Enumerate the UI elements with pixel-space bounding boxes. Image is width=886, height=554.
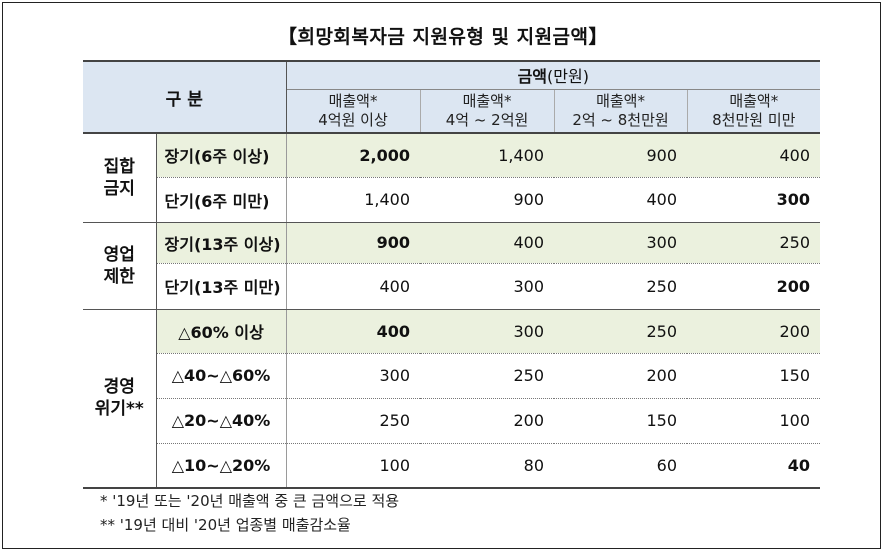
cell-value: 900 — [420, 177, 555, 223]
group-2-line2: 제한 — [103, 266, 135, 287]
cell-value: 200 — [687, 309, 821, 354]
cell-value: 400 — [286, 263, 421, 310]
row-label: 장기(6주 이상) — [156, 133, 287, 178]
header-col-4-line1: 매출액* — [729, 91, 779, 110]
cell-value: 300 — [687, 177, 821, 223]
header-amount: 금액(만원) — [286, 61, 821, 90]
group-label-3: 경영 위기** — [83, 309, 157, 489]
cell-value: 100 — [286, 443, 421, 489]
cell-value: 60 — [554, 443, 688, 489]
header-col-1-line1: 매출액* — [328, 91, 378, 110]
cell-value: 400 — [420, 222, 555, 264]
header-col-1-line2: 4억원 이상 — [318, 110, 388, 129]
footnote-1: * '19년 또는 '20년 매출액 중 큰 금액으로 적용 — [100, 492, 400, 510]
row-label: 장기(13주 이상) — [156, 222, 287, 264]
header-col-3: 매출액* 2억 ~ 8천만원 — [553, 89, 688, 133]
footnote-2: ** '19년 대비 '20년 업종별 매출감소율 — [100, 516, 351, 534]
header-col-4: 매출액* 8천만원 미만 — [686, 89, 821, 133]
row-label: △10~△20% — [156, 443, 287, 489]
document-title: 【희망회복자금 지원유형 및 지원금액】 — [277, 26, 609, 48]
cell-value: 1,400 — [286, 177, 421, 223]
row-label: 단기(6주 미만) — [156, 177, 287, 223]
cell-value: 400 — [286, 309, 421, 354]
cell-value: 150 — [687, 353, 821, 399]
cell-value: 80 — [420, 443, 555, 489]
cell-value: 250 — [554, 263, 688, 310]
row-label: △40~△60% — [156, 353, 287, 399]
cell-value: 400 — [687, 133, 821, 178]
cell-value: 250 — [420, 353, 555, 399]
cell-value: 200 — [687, 263, 821, 310]
cell-value: 250 — [687, 222, 821, 264]
row-label: 단기(13주 미만) — [156, 263, 287, 310]
cell-value: 2,000 — [286, 133, 421, 178]
group-label-1: 집합 금지 — [83, 133, 157, 223]
cell-value: 300 — [554, 222, 688, 264]
row-label: △20~△40% — [156, 398, 287, 444]
cell-value: 300 — [420, 263, 555, 310]
group-1-line1: 집합 — [103, 156, 135, 177]
cell-value: 200 — [420, 398, 555, 444]
cell-value: 40 — [687, 443, 821, 489]
header-col-3-line2: 2억 ~ 8천만원 — [572, 110, 669, 129]
group-label-2: 영업 제한 — [83, 222, 157, 310]
header-amount-label: 금액 — [517, 67, 548, 87]
header-amount-unit: (만원) — [547, 67, 589, 87]
group-2-line1: 영업 — [103, 244, 135, 265]
header-category: 구 분 — [83, 61, 287, 133]
cell-value: 400 — [554, 177, 688, 223]
header-col-1: 매출액* 4억원 이상 — [286, 89, 421, 133]
group-1-line2: 금지 — [103, 178, 135, 199]
cell-value: 900 — [554, 133, 688, 178]
document-frame — [2, 2, 881, 549]
cell-value: 1,400 — [420, 133, 555, 178]
group-3-line1: 경영 — [103, 377, 135, 398]
cell-value: 300 — [420, 309, 555, 354]
group-3-line2: 위기** — [94, 399, 144, 420]
cell-value: 250 — [286, 398, 421, 444]
header-col-4-line2: 8천만원 미만 — [712, 110, 796, 129]
row-label: △60% 이상 — [156, 309, 287, 354]
cell-value: 250 — [554, 309, 688, 354]
cell-value: 200 — [554, 353, 688, 399]
cell-value: 100 — [687, 398, 821, 444]
cell-value: 150 — [554, 398, 688, 444]
cell-value: 300 — [286, 353, 421, 399]
support-amount-table: 구 분 금액(만원) 매출액* 4억원 이상 매출액* 4억 ~ 2억원 매출액* 2… — [83, 60, 821, 489]
header-col-2-line1: 매출액* — [462, 91, 512, 110]
header-col-2-line2: 4억 ~ 2억원 — [445, 110, 529, 129]
header-col-3-line1: 매출액* — [596, 91, 645, 110]
cell-value: 900 — [286, 222, 421, 264]
header-col-2: 매출액* 4억 ~ 2억원 — [419, 89, 555, 133]
